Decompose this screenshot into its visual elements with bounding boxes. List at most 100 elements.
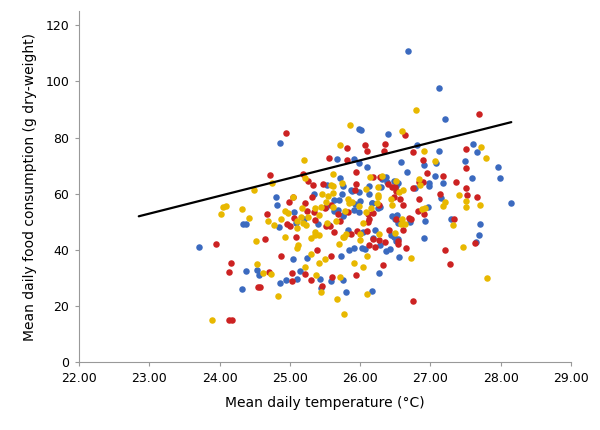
Point <box>310 217 320 224</box>
Point <box>386 246 395 252</box>
Point <box>316 275 325 282</box>
Point <box>368 235 378 242</box>
Point <box>194 244 204 251</box>
Point <box>446 215 455 222</box>
Point <box>336 253 346 260</box>
Point <box>263 210 272 217</box>
Point <box>362 147 371 154</box>
Point <box>449 221 458 228</box>
Point <box>266 270 276 277</box>
Point <box>259 269 268 276</box>
Point <box>356 126 366 133</box>
Point <box>331 218 340 225</box>
Point <box>335 241 344 248</box>
Point <box>365 190 374 197</box>
Point <box>300 264 310 270</box>
Point <box>342 144 352 151</box>
Point <box>420 205 430 212</box>
Point <box>335 217 344 224</box>
Point <box>398 227 408 234</box>
Point <box>376 184 386 190</box>
Point <box>471 238 481 245</box>
Point <box>316 203 326 210</box>
Point <box>354 188 364 195</box>
Point <box>349 156 358 163</box>
Point <box>216 211 226 218</box>
Point <box>226 259 236 266</box>
Point <box>419 162 429 169</box>
Point <box>391 178 400 184</box>
Point <box>300 175 310 181</box>
Point <box>391 216 401 223</box>
Point <box>338 183 348 190</box>
Point <box>339 233 349 240</box>
Point <box>300 200 310 206</box>
Point <box>387 201 397 208</box>
Point <box>254 272 264 279</box>
Point <box>329 229 339 236</box>
Point <box>389 178 399 185</box>
Point <box>379 262 388 269</box>
Point <box>208 317 217 324</box>
Point <box>366 205 376 212</box>
Point <box>341 288 351 295</box>
Point <box>373 183 382 190</box>
Point <box>281 234 290 241</box>
Point <box>310 205 319 212</box>
Point <box>244 215 254 221</box>
Point <box>373 199 382 206</box>
Point <box>287 277 297 284</box>
Point <box>239 221 248 228</box>
Point <box>338 212 348 219</box>
Point <box>351 181 361 188</box>
Point <box>394 189 403 196</box>
Point <box>329 208 339 215</box>
Point <box>277 216 286 223</box>
Point <box>421 218 430 224</box>
Point <box>282 220 292 227</box>
Point <box>435 190 445 197</box>
Point <box>383 179 392 186</box>
Point <box>364 216 373 223</box>
Point <box>380 239 389 246</box>
Point <box>300 270 310 277</box>
Point <box>496 175 505 181</box>
Point <box>286 222 295 229</box>
Point <box>434 85 444 92</box>
Point <box>383 131 393 138</box>
Point <box>304 178 313 184</box>
Point <box>328 273 337 280</box>
Point <box>339 311 349 318</box>
Point <box>218 204 227 211</box>
Point <box>361 185 371 192</box>
Point <box>325 155 334 162</box>
Point <box>349 245 359 252</box>
Point <box>333 206 343 213</box>
Point <box>271 194 280 201</box>
Point <box>408 149 418 156</box>
Point <box>328 171 337 178</box>
Point <box>376 204 385 211</box>
Point <box>506 200 516 207</box>
Point <box>397 158 406 165</box>
Point <box>368 209 377 216</box>
Point <box>323 181 332 188</box>
Point <box>461 198 471 205</box>
Point <box>332 156 341 163</box>
Point <box>374 237 384 243</box>
Point <box>415 196 424 203</box>
Point <box>419 211 428 218</box>
Point <box>367 200 377 207</box>
Point <box>319 181 328 188</box>
Point <box>391 183 400 190</box>
Point <box>406 254 415 261</box>
Point <box>251 238 261 245</box>
Point <box>350 201 359 208</box>
Point <box>415 182 425 189</box>
Point <box>374 202 383 209</box>
Point <box>320 255 329 262</box>
Point <box>256 284 265 291</box>
Point <box>227 317 237 324</box>
Point <box>389 193 398 200</box>
Point <box>370 227 379 233</box>
